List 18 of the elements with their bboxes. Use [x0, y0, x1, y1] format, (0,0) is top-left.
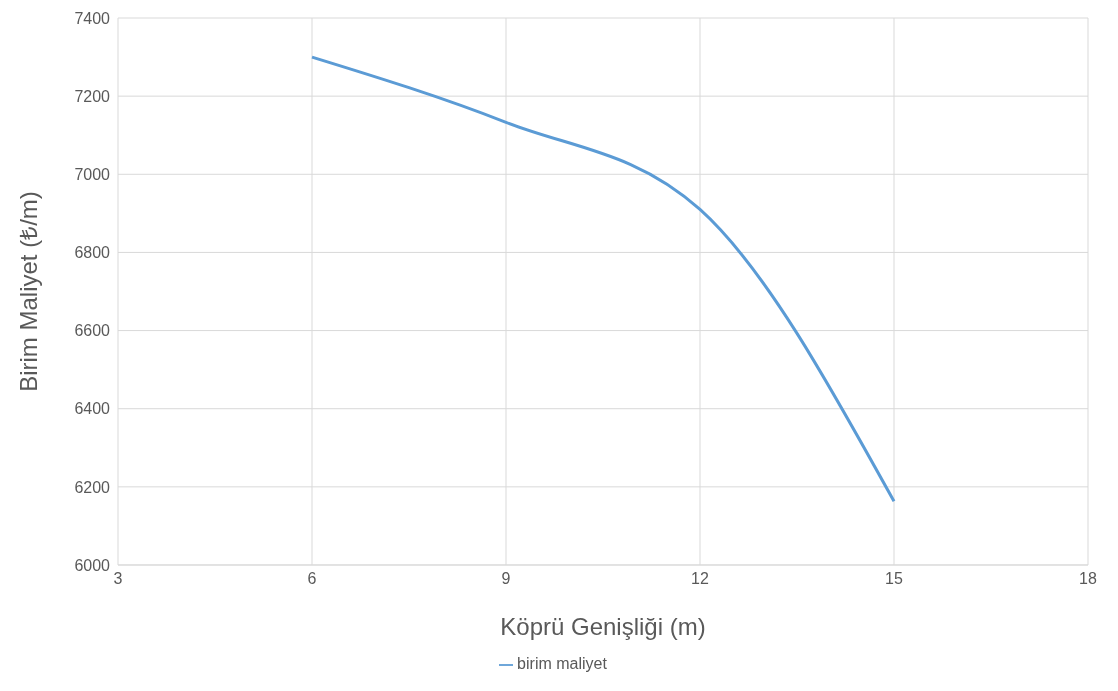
x-tick-label: 6: [307, 570, 317, 588]
x-tick-label: 12: [691, 570, 709, 588]
legend-label: birim maliyet: [517, 655, 607, 672]
y-tick-label: 6400: [74, 400, 111, 418]
y-tick-label: 7000: [74, 165, 111, 183]
y-tick-label: 6600: [74, 322, 111, 340]
x-tick-label: 9: [501, 570, 511, 588]
y-tick-label: 6800: [74, 244, 111, 262]
y-tick-label: 6000: [74, 556, 111, 574]
line-series: [310, 55, 896, 503]
x-tick-label: 3: [113, 570, 123, 588]
x-axis-title: Köprü Genişliği (m): [500, 613, 706, 640]
x-tick-label: 18: [1079, 570, 1097, 588]
y-tick-label: 7400: [74, 9, 111, 27]
y-axis-title: Birim Maliyet (₺/m): [14, 191, 42, 392]
y-tick-label: 7200: [74, 87, 111, 105]
x-tick-label: 15: [885, 570, 903, 588]
y-tick-label: 6200: [74, 478, 111, 496]
